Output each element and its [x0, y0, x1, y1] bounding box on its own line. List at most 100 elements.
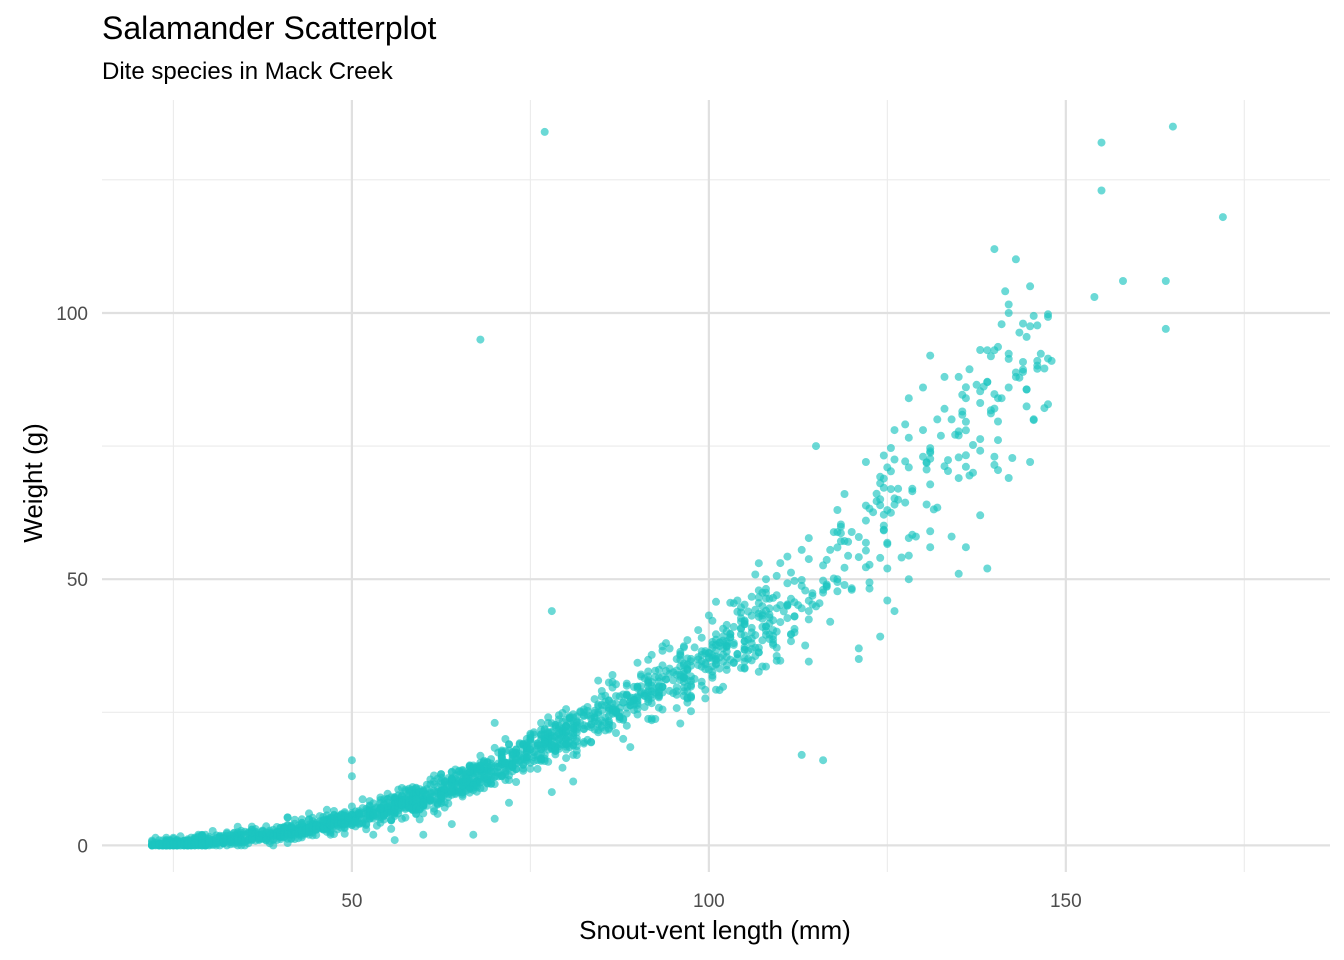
data-point: [812, 442, 820, 451]
data-point: [847, 528, 856, 536]
data-point: [419, 798, 428, 807]
data-point: [990, 452, 999, 461]
data-point: [619, 734, 628, 743]
data-point: [908, 484, 917, 493]
data-point: [512, 756, 521, 765]
data-point: [672, 690, 681, 699]
data-point: [826, 617, 835, 626]
data-point: [426, 793, 435, 802]
data-point: [469, 773, 478, 782]
data-point: [751, 570, 760, 579]
data-point: [926, 447, 935, 456]
data-point: [1026, 458, 1035, 466]
data-point: [533, 764, 542, 773]
x-tick-labels: 50 100 150: [341, 891, 1081, 912]
data-point: [590, 713, 599, 722]
data-point: [654, 692, 663, 701]
data-point: [1044, 310, 1052, 319]
data-point: [565, 732, 574, 741]
data-point: [783, 601, 792, 610]
data-point: [876, 479, 885, 488]
data-point: [997, 320, 1006, 329]
data-point: [148, 840, 156, 849]
data-point: [587, 720, 596, 729]
data-point: [612, 708, 620, 717]
data-point: [740, 657, 749, 666]
data-point: [622, 721, 631, 730]
data-point: [405, 803, 413, 812]
data-point: [694, 626, 703, 635]
x-tick-label: 100: [693, 891, 725, 912]
data-point: [722, 665, 731, 674]
data-point: [505, 740, 513, 749]
data-point: [476, 778, 485, 787]
data-point: [883, 538, 892, 547]
data-point: [922, 465, 931, 474]
data-point: [983, 564, 992, 573]
data-point: [961, 383, 970, 392]
data-point: [737, 630, 745, 639]
data-point: [569, 724, 578, 733]
data-point: [669, 676, 678, 685]
data-point: [183, 840, 192, 849]
data-point: [265, 829, 274, 838]
data-point: [815, 599, 824, 608]
data-point: [1011, 255, 1020, 264]
data-point: [1168, 122, 1177, 131]
data-point: [729, 658, 738, 667]
data-point: [1040, 364, 1049, 373]
data-point: [419, 830, 428, 839]
data-point: [440, 798, 449, 807]
data-point: [604, 704, 613, 713]
data-point: [901, 457, 910, 466]
data-point: [651, 666, 660, 675]
data-point: [644, 667, 653, 676]
data-point: [547, 607, 556, 616]
data-point: [783, 552, 792, 561]
data-point: [337, 811, 346, 820]
data-point: [247, 836, 256, 845]
data-point: [719, 644, 728, 653]
data-point: [776, 559, 785, 568]
data-point: [687, 707, 695, 716]
data-point: [387, 824, 396, 833]
data-point: [340, 829, 349, 838]
data-point: [876, 553, 885, 562]
data-point: [240, 837, 249, 846]
data-point: [383, 809, 392, 818]
data-point: [719, 682, 728, 691]
data-point: [490, 814, 499, 823]
data-point: [1004, 300, 1013, 309]
data-point: [205, 838, 214, 847]
data-point: [169, 840, 178, 849]
data-point: [836, 529, 845, 538]
data-point: [490, 718, 499, 727]
data-point: [886, 508, 895, 517]
data-point: [976, 446, 985, 455]
data-point: [712, 655, 720, 663]
data-point: [865, 578, 874, 587]
data-point: [890, 455, 899, 464]
data-point: [226, 837, 235, 846]
data-point: [797, 750, 806, 759]
data-point: [833, 543, 842, 552]
data-point: [394, 785, 403, 794]
data-point: [297, 827, 306, 836]
data-point: [1022, 385, 1031, 394]
data-point: [654, 673, 663, 682]
data-point: [297, 818, 306, 827]
data-point: [269, 836, 278, 845]
data-point: [594, 728, 603, 737]
data-point: [347, 756, 356, 765]
data-point: [326, 830, 335, 839]
data-point: [612, 680, 620, 689]
data-point: [276, 833, 285, 842]
data-point: [1161, 324, 1170, 333]
data-point: [787, 568, 795, 577]
data-point: [861, 458, 870, 466]
data-point: [840, 563, 849, 572]
data-point: [712, 597, 720, 606]
data-point: [687, 691, 695, 700]
data-point: [819, 585, 828, 594]
